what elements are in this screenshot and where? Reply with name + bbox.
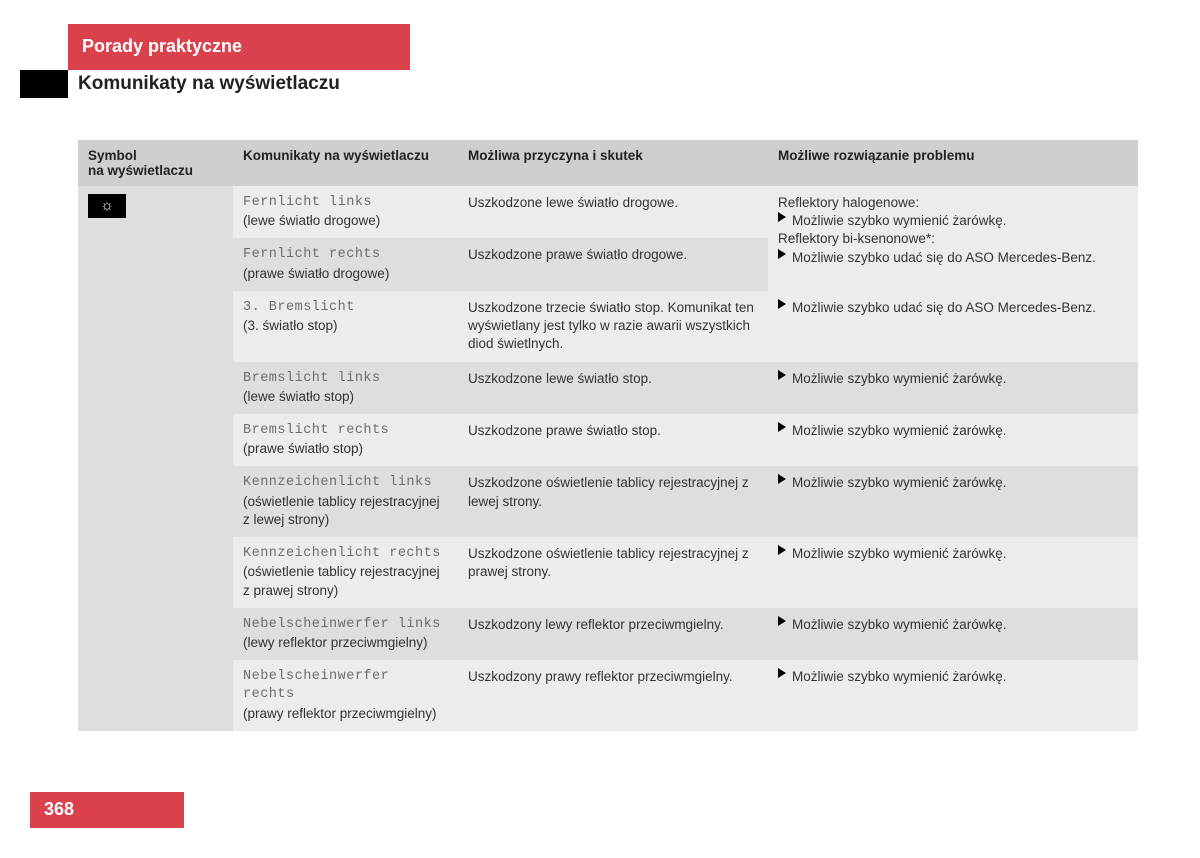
cause-cell: Uszkodzone lewe światło drogowe.	[458, 186, 768, 238]
message-code: Bremslicht links	[243, 370, 448, 388]
solution-line: Możliwie szybko wymienić żarówkę.	[778, 370, 1128, 388]
arrow-icon	[778, 422, 786, 432]
arrow-icon	[778, 616, 786, 626]
arrow-icon	[778, 474, 786, 484]
solution-line: Możliwie szybko wymienić żarówkę.	[778, 616, 1128, 634]
solution-cell: Możliwie szybko udać się do ASO Mercedes…	[768, 291, 1138, 362]
table-row: 3. Bremslicht (3. światło stop) Uszkodzo…	[78, 291, 1138, 362]
message-translation: (lewe światło drogowe)	[243, 212, 448, 230]
message-code: 3. Bremslicht	[243, 299, 448, 317]
page-number: 368	[30, 792, 184, 828]
arrow-icon	[778, 212, 786, 222]
message-cell: Bremslicht rechts (prawe światło stop)	[233, 414, 458, 466]
solution-line: Możliwie szybko wymienić żarówkę.	[778, 422, 1128, 440]
section-subtitle: Komunikaty na wyświetlaczu	[78, 73, 340, 95]
message-cell: Bremslicht links (lewe światło stop)	[233, 362, 458, 414]
table-header-row: Symbol na wyświetlaczu Komunikaty na wyś…	[78, 140, 1138, 186]
table-row: Nebelscheinwerfer rechts (prawy reflekto…	[78, 660, 1138, 731]
cause-cell: Uszkodzone prawe światło drogowe.	[458, 238, 768, 290]
message-translation: (prawe światło drogowe)	[243, 265, 448, 283]
table-row: Bremslicht rechts (prawe światło stop) U…	[78, 414, 1138, 466]
message-translation: (prawy reflektor przeciwmgielny)	[243, 705, 448, 723]
message-cell: Kennzeichenlicht links (oświetlenie tabl…	[233, 466, 458, 537]
col-header-cause: Możliwa przyczyna i skutek	[458, 140, 768, 186]
solution-header: Reflektory halogenowe:	[778, 194, 1128, 212]
section-tab: Porady praktyczne	[68, 24, 410, 70]
arrow-icon	[778, 370, 786, 380]
message-translation: (lewy reflektor przeciwmgielny)	[243, 634, 448, 652]
cause-cell: Uszkodzone trzecie światło stop. Komunik…	[458, 291, 768, 362]
message-code: Nebelscheinwerfer rechts	[243, 668, 448, 704]
table-row: Nebelscheinwerfer links (lewy reflektor …	[78, 608, 1138, 660]
message-code: Kennzeichenlicht links	[243, 474, 448, 492]
arrow-icon	[778, 545, 786, 555]
message-code: Bremslicht rechts	[243, 422, 448, 440]
message-code: Fernlicht links	[243, 194, 448, 212]
solution-cell: Możliwie szybko wymienić żarówkę.	[768, 414, 1138, 466]
message-code: Nebelscheinwerfer links	[243, 616, 448, 634]
message-cell: Fernlicht links (lewe światło drogowe)	[233, 186, 458, 238]
message-cell: Nebelscheinwerfer links (lewy reflektor …	[233, 608, 458, 660]
solution-line: Możliwie szybko udać się do ASO Mercedes…	[778, 299, 1128, 317]
cause-cell: Uszkodzone lewe światło stop.	[458, 362, 768, 414]
col-header-messages: Komunikaty na wyświetlaczu	[233, 140, 458, 186]
solution-cell: Możliwie szybko wymienić żarówkę.	[768, 362, 1138, 414]
table-row: Bremslicht links (lewe światło stop) Usz…	[78, 362, 1138, 414]
cause-cell: Uszkodzone prawe światło stop.	[458, 414, 768, 466]
solution-line: Możliwie szybko wymienić żarówkę.	[778, 474, 1128, 492]
messages-table: Symbol na wyświetlaczu Komunikaty na wyś…	[78, 140, 1138, 731]
message-code: Kennzeichenlicht rechts	[243, 545, 448, 563]
solution-line: Możliwie szybko udać się do ASO Mercedes…	[778, 249, 1128, 267]
message-translation: (3. światło stop)	[243, 317, 448, 335]
col-header-solution: Możliwe rozwiązanie problemu	[768, 140, 1138, 186]
arrow-icon	[778, 249, 786, 259]
solution-line: Możliwie szybko wymienić żarówkę.	[778, 212, 1128, 230]
message-cell: 3. Bremslicht (3. światło stop)	[233, 291, 458, 362]
solution-line: Możliwie szybko wymienić żarówkę.	[778, 668, 1128, 686]
cause-cell: Uszkodzony prawy reflektor przeciwmgieln…	[458, 660, 768, 731]
solution-line: Możliwie szybko wymienić żarówkę.	[778, 545, 1128, 563]
message-cell: Kennzeichenlicht rechts (oświetlenie tab…	[233, 537, 458, 608]
black-edge-tab	[20, 70, 68, 98]
arrow-icon	[778, 668, 786, 678]
arrow-icon	[778, 299, 786, 309]
message-cell: Nebelscheinwerfer rechts (prawy reflekto…	[233, 660, 458, 731]
symbol-cell: ☼	[78, 186, 233, 731]
message-code: Fernlicht rechts	[243, 246, 448, 264]
message-cell: Fernlicht rechts (prawe światło drogowe)	[233, 238, 458, 290]
cause-cell: Uszkodzone oświetlenie tablicy rejestrac…	[458, 537, 768, 608]
solution-cell: Możliwie szybko wymienić żarówkę.	[768, 537, 1138, 608]
solution-cell: Reflektory halogenowe: Możliwie szybko w…	[768, 186, 1138, 291]
cause-cell: Uszkodzone oświetlenie tablicy rejestrac…	[458, 466, 768, 537]
message-translation: (oświetlenie tablicy rejestracyjnej z pr…	[243, 563, 448, 599]
bulb-warning-icon: ☼	[88, 194, 126, 218]
cause-cell: Uszkodzony lewy reflektor przeciwmgielny…	[458, 608, 768, 660]
message-translation: (lewe światło stop)	[243, 388, 448, 406]
message-translation: (oświetlenie tablicy rejestracyjnej z le…	[243, 493, 448, 529]
solution-header: Reflektory bi-ksenonowe*:	[778, 230, 1128, 248]
solution-cell: Możliwie szybko wymienić żarówkę.	[768, 608, 1138, 660]
solution-cell: Możliwie szybko wymienić żarówkę.	[768, 660, 1138, 731]
message-translation: (prawe światło stop)	[243, 440, 448, 458]
col-header-symbol: Symbol na wyświetlaczu	[78, 140, 233, 186]
messages-table-container: Symbol na wyświetlaczu Komunikaty na wyś…	[78, 140, 1138, 731]
table-row: Kennzeichenlicht links (oświetlenie tabl…	[78, 466, 1138, 537]
table-row: ☼ Fernlicht links (lewe światło drogowe)…	[78, 186, 1138, 238]
solution-cell: Możliwie szybko wymienić żarówkę.	[768, 466, 1138, 537]
table-row: Kennzeichenlicht rechts (oświetlenie tab…	[78, 537, 1138, 608]
